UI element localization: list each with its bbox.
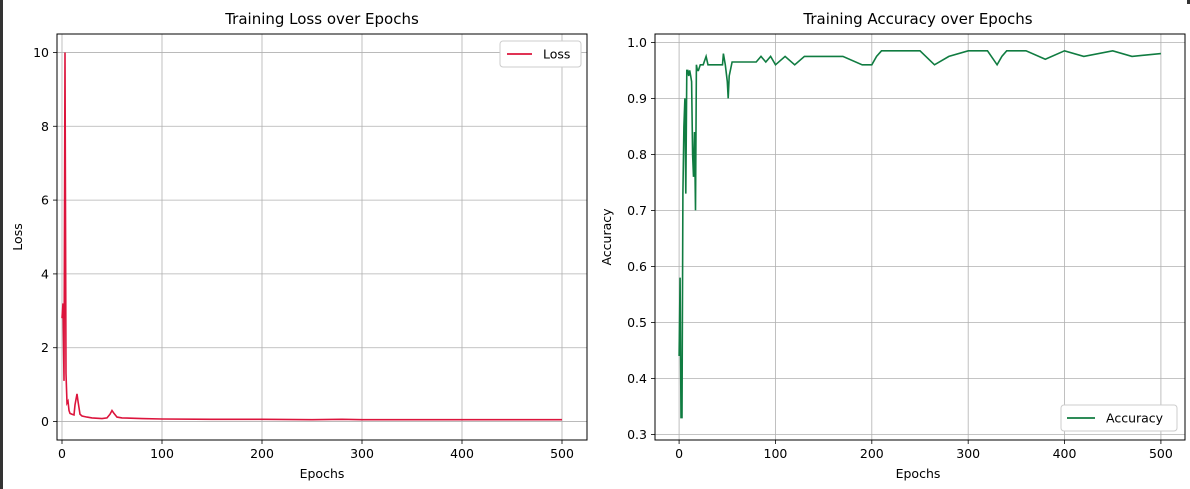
loss-legend-box	[499, 40, 582, 68]
accuracy-legend-box	[1060, 404, 1178, 432]
loss-plot-frame	[56, 33, 588, 441]
acc-y-tick-label: 0.9	[627, 91, 647, 106]
loss-x-axis-label: Epochs	[300, 466, 345, 481]
acc-y-tick-label: 0.8	[627, 147, 647, 162]
loss-ticks: 0 100 200 300 400 500 0 2 4 6 8 10	[33, 45, 574, 461]
acc-y-tick-label: 0.5	[627, 315, 647, 330]
loss-y-tick-label: 0	[41, 414, 49, 429]
loss-series-line	[61, 52, 562, 421]
acc-y-tick-label: 0.3	[627, 427, 647, 442]
accuracy-plot-frame	[654, 33, 1186, 441]
loss-chart: 0 100 200 300 400 500 0 2 4 6 8 10 Training Loss ov…	[10, 10, 588, 481]
loss-legend-label: Loss	[543, 47, 570, 62]
acc-x-tick-label: 0	[675, 446, 683, 461]
loss-x-tick-label: 200	[250, 446, 274, 461]
loss-grid	[57, 34, 587, 440]
accuracy-ticks: 0 100 200 300 400 500 0.3 0.4 0.5 0.6 0.7 0.8 0.9 1.0	[627, 35, 1173, 461]
loss-x-tick-label: 300	[350, 446, 374, 461]
loss-y-tick-label: 8	[41, 119, 49, 134]
accuracy-chart: 0 100 200 300 400 500 0.3 0.4 0.5 0.6 0.7 0.8 0.9 1.0…	[599, 10, 1186, 481]
acc-x-tick-label: 300	[956, 446, 980, 461]
loss-title: Training Loss over Epochs	[224, 10, 419, 28]
acc-x-tick-label: 500	[1149, 446, 1173, 461]
accuracy-legend: Accuracy	[1060, 404, 1178, 432]
acc-y-tick-label: 0.4	[627, 371, 647, 386]
acc-y-tick-label: 0.6	[627, 259, 647, 274]
accuracy-title: Training Accuracy over Epochs	[802, 10, 1032, 28]
loss-x-tick-label: 100	[150, 446, 174, 461]
acc-x-tick-label: 100	[764, 446, 788, 461]
accuracy-grid	[655, 34, 1185, 440]
loss-legend: Loss	[499, 40, 582, 68]
loss-x-tick-label: 400	[450, 446, 474, 461]
accuracy-y-axis-label: Accuracy	[599, 208, 614, 266]
loss-y-tick-label: 2	[41, 340, 49, 355]
acc-x-tick-label: 200	[860, 446, 884, 461]
loss-y-tick-label: 4	[41, 266, 49, 281]
loss-x-tick-label: 500	[550, 446, 574, 461]
acc-y-tick-label: 1.0	[627, 35, 647, 50]
window-corner-mark	[1187, 0, 1190, 4]
accuracy-plot-area	[655, 34, 1185, 440]
accuracy-x-axis-label: Epochs	[896, 466, 941, 481]
loss-y-axis-label: Loss	[10, 223, 25, 250]
accuracy-legend-label: Accuracy	[1106, 411, 1164, 426]
loss-plot-area	[57, 34, 587, 440]
acc-x-tick-label: 400	[1053, 446, 1077, 461]
loss-y-tick-label: 6	[41, 193, 49, 208]
accuracy-series-line	[678, 49, 1161, 419]
window-left-border	[0, 0, 3, 489]
acc-y-tick-label: 0.7	[627, 203, 647, 218]
loss-x-tick-label: 0	[58, 446, 66, 461]
loss-y-tick-label: 10	[33, 45, 49, 60]
